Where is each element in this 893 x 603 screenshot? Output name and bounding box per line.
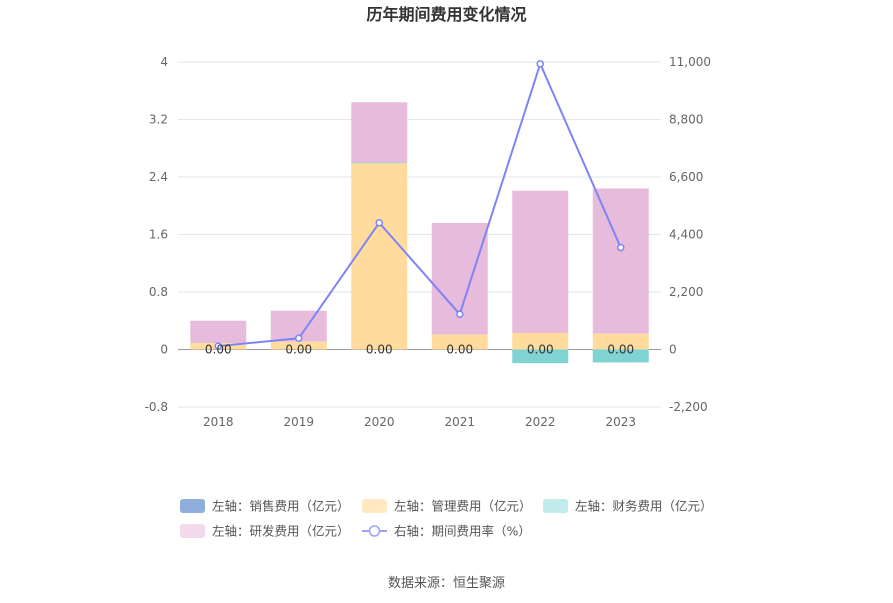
data-label: 0.00 [285, 343, 312, 357]
legend-label: 左轴：研发费用（亿元） [212, 524, 350, 539]
x-axis: 2018 2019 2020 2021 2022 2023 [203, 415, 636, 429]
right-tick-label: 8,800 [669, 113, 703, 127]
left-tick-label: 1.6 [149, 228, 168, 242]
bar-series [190, 102, 649, 364]
legend-swatch [180, 524, 205, 538]
data-label: 0.00 [205, 343, 232, 357]
left-tick-label: 0.8 [149, 285, 168, 299]
rate-point-2023 [617, 243, 625, 252]
bar-2-2023 [592, 349, 649, 363]
x-tick-label: 2022 [525, 415, 556, 429]
line-series [214, 60, 625, 350]
rate-point-2018 [214, 342, 222, 350]
right-tick-label: 6,600 [669, 170, 703, 184]
legend-label: 左轴：销售费用（亿元） [212, 499, 350, 514]
bar-3-2018 [190, 320, 247, 344]
bar-1-2020 [351, 163, 408, 350]
right-tick-label: 4,400 [669, 228, 703, 242]
legend-swatch [362, 499, 387, 513]
bar-1-2019 [270, 341, 327, 350]
data-label: 0.00 [366, 343, 393, 357]
bar-1-2023 [592, 333, 649, 350]
left-tick-label: -0.8 [145, 400, 168, 414]
legend: 左轴：销售费用（亿元） 左轴：管理费用（亿元） 左轴：财务费用（亿元） 左轴：研发费用… [180, 499, 713, 539]
source-note: 数据来源：恒生聚源 [388, 576, 505, 591]
chart-title: 历年期间费用变化情况 [366, 5, 526, 24]
right-tick-label: 2,200 [669, 285, 703, 299]
rate-point-2021 [456, 310, 464, 318]
left-tick-label: 4 [160, 55, 168, 69]
legend-label: 左轴：财务费用（亿元） [575, 499, 713, 514]
legend-line-marker [368, 525, 381, 537]
bar-3-2020 [351, 102, 408, 163]
x-tick-label: 2021 [444, 415, 475, 429]
right-axis: 11,000 8,800 6,600 4,400 2,200 0 -2,200 [669, 55, 711, 414]
left-axis: 4 3.2 2.4 1.6 0.8 0 -0.8 [145, 55, 168, 414]
bar-1-2021 [431, 334, 488, 350]
bar-2-2022 [512, 349, 569, 364]
x-tick-label: 2020 [364, 415, 395, 429]
legend-label: 左轴：管理费用（亿元） [394, 499, 532, 514]
bar-1-2022 [512, 332, 569, 350]
rate-point-2020 [375, 218, 383, 227]
data-label: 0.00 [527, 343, 554, 357]
rate-line [218, 61, 622, 348]
right-tick-label: 0 [669, 343, 677, 357]
left-tick-label: 3.2 [149, 113, 168, 127]
bar-3-2023 [592, 188, 649, 334]
rate-point-2022 [536, 60, 544, 68]
x-tick-label: 2018 [203, 415, 234, 429]
gridlines [178, 61, 661, 408]
bar-3-2022 [512, 190, 569, 333]
data-label: 0.00 [607, 343, 634, 357]
left-tick-label: 0 [160, 343, 168, 357]
data-label: 0.00 [446, 343, 473, 357]
rate-point-2019 [295, 334, 303, 343]
left-tick-label: 2.4 [149, 170, 168, 184]
right-tick-label: -2,200 [669, 400, 708, 414]
data-labels: 0.00 0.00 0.00 0.00 0.00 0.00 [205, 343, 634, 357]
x-tick-label: 2019 [283, 415, 314, 429]
bar-2-2020 [351, 162, 408, 164]
right-tick-label: 11,000 [669, 55, 711, 69]
legend-swatch [180, 499, 205, 513]
legend-swatch [543, 499, 568, 513]
legend-label: 右轴：期间费用率（%） [394, 524, 531, 539]
x-tick-label: 2023 [605, 415, 636, 429]
